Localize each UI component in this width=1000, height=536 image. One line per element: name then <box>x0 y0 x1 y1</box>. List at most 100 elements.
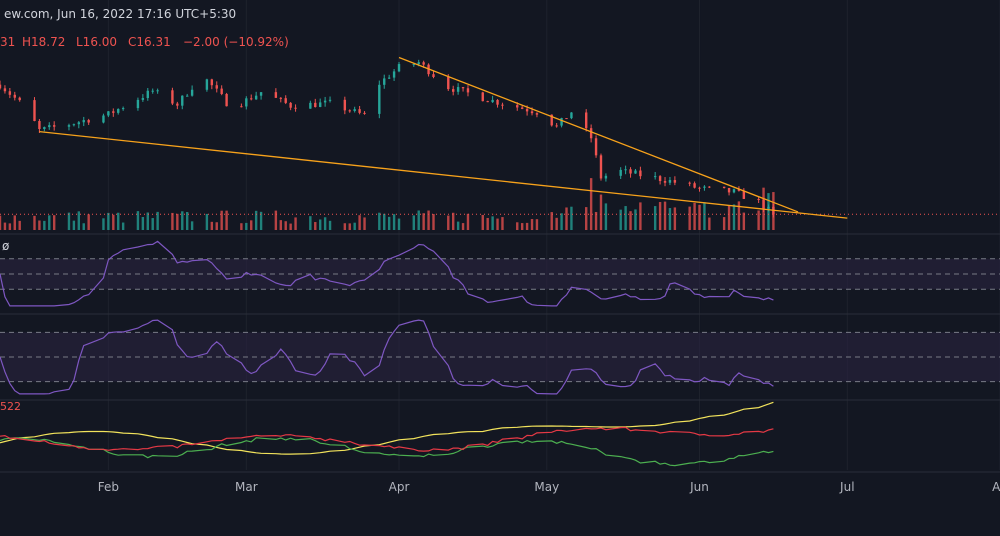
candle-body[interactable] <box>456 87 460 92</box>
candle-body[interactable] <box>668 180 672 183</box>
candle-body[interactable] <box>491 99 494 103</box>
candle-body[interactable] <box>417 62 420 65</box>
candle-body[interactable] <box>599 155 603 179</box>
candle-body[interactable] <box>624 169 627 171</box>
candle-body[interactable] <box>570 112 573 119</box>
candle-body[interactable] <box>43 127 46 130</box>
candle-body[interactable] <box>87 120 90 123</box>
candle-body[interactable] <box>176 103 179 106</box>
candle-body[interactable] <box>392 71 396 78</box>
candle-body[interactable] <box>447 76 450 90</box>
candle-body[interactable] <box>565 118 568 120</box>
candle-body[interactable] <box>589 128 593 139</box>
candlesticks[interactable] <box>0 59 1000 218</box>
candle-body[interactable] <box>555 125 558 127</box>
candle-body[interactable] <box>215 85 218 89</box>
candle-body[interactable] <box>698 187 701 189</box>
candle-body[interactable] <box>653 176 657 178</box>
candle-body[interactable] <box>693 183 696 188</box>
trendline-lower[interactable] <box>39 130 848 219</box>
candle-body[interactable] <box>535 113 539 115</box>
candle-body[interactable] <box>634 170 637 174</box>
candle-body[interactable] <box>550 114 553 126</box>
candle-body[interactable] <box>13 94 16 98</box>
candle-body[interactable] <box>481 92 484 102</box>
candle-body[interactable] <box>48 125 51 128</box>
candle-body[interactable] <box>72 124 76 126</box>
candle-body[interactable] <box>520 107 524 109</box>
candle-body[interactable] <box>757 198 760 200</box>
candle-body[interactable] <box>343 99 347 111</box>
candle-body[interactable] <box>604 175 608 179</box>
candle-body[interactable] <box>294 107 297 109</box>
candle-body[interactable] <box>8 91 12 95</box>
candle-body[interactable] <box>585 112 588 129</box>
candle-body[interactable] <box>289 102 292 108</box>
candle-body[interactable] <box>309 102 312 109</box>
candle-body[interactable] <box>466 88 470 93</box>
candle-body[interactable] <box>82 120 85 123</box>
candle-body[interactable] <box>279 97 282 99</box>
candle-body[interactable] <box>67 125 71 127</box>
candle-body[interactable] <box>18 97 21 101</box>
candle-body[interactable] <box>560 118 563 126</box>
candle-body[interactable] <box>619 169 622 176</box>
candle-body[interactable] <box>136 99 140 109</box>
candle-body[interactable] <box>117 108 120 113</box>
candle-body[interactable] <box>318 102 322 108</box>
di-plus-line[interactable] <box>0 437 774 467</box>
candle-body[interactable] <box>397 64 401 72</box>
candle-body[interactable] <box>259 92 263 96</box>
candle-body[interactable] <box>501 104 504 106</box>
candle-body[interactable] <box>663 181 667 183</box>
candle-body[interactable] <box>767 206 770 209</box>
candle-body[interactable] <box>185 95 189 97</box>
candle-body[interactable] <box>151 90 154 92</box>
candle-body[interactable] <box>141 98 145 100</box>
candle-body[interactable] <box>673 180 677 183</box>
candle-body[interactable] <box>190 89 194 96</box>
candle-body[interactable] <box>639 170 642 177</box>
candle-body[interactable] <box>378 84 381 114</box>
candle-body[interactable] <box>594 138 598 156</box>
candle-body[interactable] <box>737 189 741 191</box>
oscillator-line[interactable] <box>0 240 774 307</box>
candle-body[interactable] <box>530 111 534 114</box>
candle-body[interactable] <box>496 99 499 105</box>
candle-body[interactable] <box>732 189 736 193</box>
candle-body[interactable] <box>432 74 435 77</box>
candle-body[interactable] <box>245 98 248 107</box>
candle-body[interactable] <box>33 100 36 122</box>
candle-body[interactable] <box>516 105 519 108</box>
candle-body[interactable] <box>353 109 356 112</box>
adx-pane[interactable] <box>0 401 774 467</box>
candle-body[interactable] <box>363 112 366 114</box>
candle-body[interactable] <box>328 99 332 101</box>
candle-body[interactable] <box>314 102 317 108</box>
trendlines[interactable] <box>39 56 848 219</box>
candle-body[interactable] <box>461 87 465 89</box>
candle-body[interactable] <box>688 182 691 184</box>
candle-body[interactable] <box>38 121 41 130</box>
oscillator-line[interactable] <box>0 319 774 395</box>
candle-body[interactable] <box>486 101 489 103</box>
candle-body[interactable] <box>727 187 731 193</box>
candle-body[interactable] <box>274 92 278 98</box>
candle-body[interactable] <box>240 106 243 108</box>
candle-body[interactable] <box>284 98 287 103</box>
candle-body[interactable] <box>181 95 184 106</box>
candle-body[interactable] <box>107 111 110 116</box>
candle-body[interactable] <box>102 115 105 123</box>
candle-body[interactable] <box>3 88 7 92</box>
candle-body[interactable] <box>348 110 351 112</box>
candle-body[interactable] <box>422 62 425 65</box>
candle-body[interactable] <box>77 122 81 125</box>
candle-body[interactable] <box>171 90 174 104</box>
candle-body[interactable] <box>205 79 209 90</box>
candle-body[interactable] <box>52 125 56 127</box>
candle-body[interactable] <box>112 111 115 113</box>
candle-body[interactable] <box>156 90 159 92</box>
candle-body[interactable] <box>722 186 726 188</box>
time-axis[interactable]: Feb Mar Apr May Jun Jul Au <box>98 480 1000 494</box>
di-minus-line[interactable] <box>0 426 774 452</box>
